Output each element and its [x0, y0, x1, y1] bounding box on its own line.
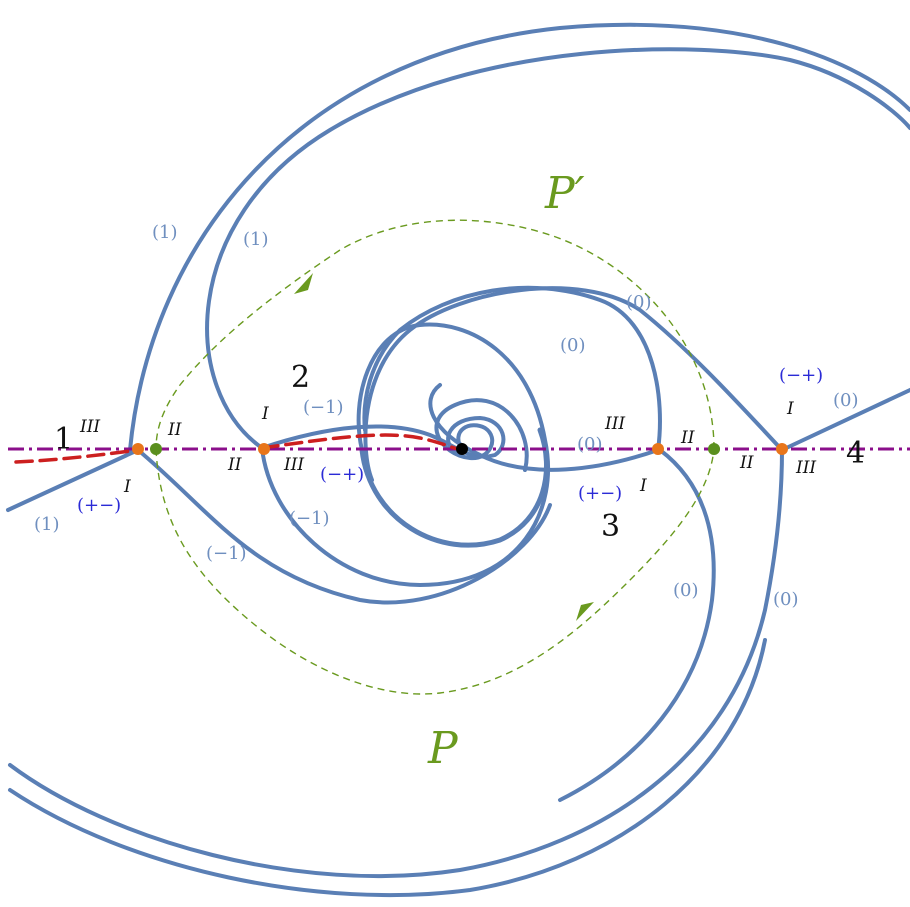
inner-spiral-curve-e — [428, 383, 660, 472]
quadrant-label-p1-i: I — [123, 477, 131, 497]
branch-point-2 — [258, 443, 270, 455]
contour-label-p-prime: P′ — [544, 168, 585, 219]
inner-spiral-curve-b — [359, 427, 549, 548]
contour-p-arrow-icon — [576, 602, 594, 621]
sheet-label-far-right-lower: (0) — [773, 589, 799, 610]
sheet-label-inner-upper: (0) — [560, 335, 586, 356]
sheet-label-outer-left: (1) — [152, 222, 178, 243]
quadrant-label-p4-iii: III — [795, 458, 816, 478]
sign-label-right: (+−) — [578, 483, 622, 504]
left-branch-curve-a — [6, 448, 140, 512]
inner-spiral-curve-f — [362, 285, 662, 452]
sheet-label-outer-inner: (1) — [243, 229, 269, 250]
contour-p — [155, 448, 715, 695]
region-label-4: 4 — [846, 436, 865, 471]
right-branch-curve-a — [780, 388, 910, 452]
quadrant-label-p2-iii: III — [283, 455, 304, 475]
sheet-label-center-lower: (−1) — [289, 508, 330, 529]
quadrant-label-p1-ii: II — [167, 420, 182, 440]
region-label-2: 2 — [291, 360, 310, 395]
contour-p-prime-arrow-icon — [294, 273, 313, 294]
sheet-label-left-lower: (−1) — [206, 543, 247, 564]
outer-spiral-curve-a — [128, 22, 910, 452]
quadrant-label-p3-ii: II — [680, 428, 695, 448]
quadrant-label-p2-ii: II — [227, 455, 242, 475]
branch-point-1 — [132, 443, 144, 455]
branch-point-4 — [776, 443, 788, 455]
sheet-label-axis-right: (0) — [577, 434, 603, 455]
origin-point — [456, 443, 468, 455]
sign-label-far-right: (−+) — [779, 365, 823, 386]
sheet-label-right-lower: (0) — [673, 580, 699, 601]
branch-cut-left — [14, 448, 140, 464]
sign-label-center: (−+) — [320, 464, 364, 485]
sheet-label-right-upper: (0) — [626, 292, 652, 313]
quadrant-label-p2-i: I — [261, 404, 269, 424]
quadrant-label-p4-i: I — [786, 399, 794, 419]
outer-spiral-curve-b — [205, 47, 910, 450]
region-label-1: 1 — [54, 422, 73, 457]
sign-label-left: (+−) — [77, 495, 121, 516]
sheet-label-center-upper: (−1) — [303, 397, 344, 418]
region-label-3: 3 — [601, 509, 620, 544]
quadrant-label-p1-iii: III — [79, 417, 100, 437]
outer-spiral-curve-c — [8, 448, 784, 879]
outer-spiral-curve-d — [8, 638, 767, 898]
sheet-label-far-right: (0) — [833, 390, 859, 411]
quadrant-label-p3-i: I — [639, 476, 647, 496]
sheet-label-left-branch: (1) — [34, 514, 60, 535]
contour-endpoint-left — [150, 443, 162, 455]
contour-endpoint-right — [708, 443, 720, 455]
quadrant-label-p4-ii: II — [739, 453, 754, 473]
quadrant-label-p3-iii: III — [604, 414, 625, 434]
contour-p-prime — [155, 219, 715, 450]
branch-point-3 — [652, 443, 664, 455]
branch-cut-center — [260, 433, 464, 452]
contour-label-p: P — [427, 723, 459, 774]
outer-spiral-curve-e — [558, 448, 716, 802]
